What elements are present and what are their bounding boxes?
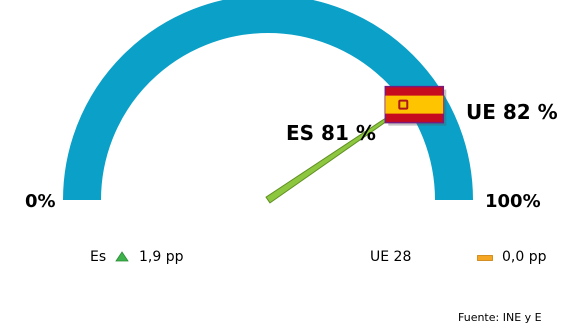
legend-es-change: 1,9 pp: [139, 249, 184, 265]
ue-value-label: UE 82 %: [466, 100, 558, 124]
source-note: Fuente: INE y E: [458, 311, 542, 324]
dash-icon: [477, 255, 493, 261]
legend-ue-label: UE 28: [370, 249, 412, 265]
axis-max-label: 100%: [485, 191, 541, 212]
legend-ue-change: 0,0 pp: [502, 249, 547, 265]
axis-min-label: 0%: [25, 191, 56, 212]
legend-es-label: Es: [90, 249, 107, 265]
spain-flag-icon: [384, 85, 447, 126]
triangle-up-icon: [115, 251, 129, 262]
es-value-label: ES 81 %: [286, 121, 376, 145]
